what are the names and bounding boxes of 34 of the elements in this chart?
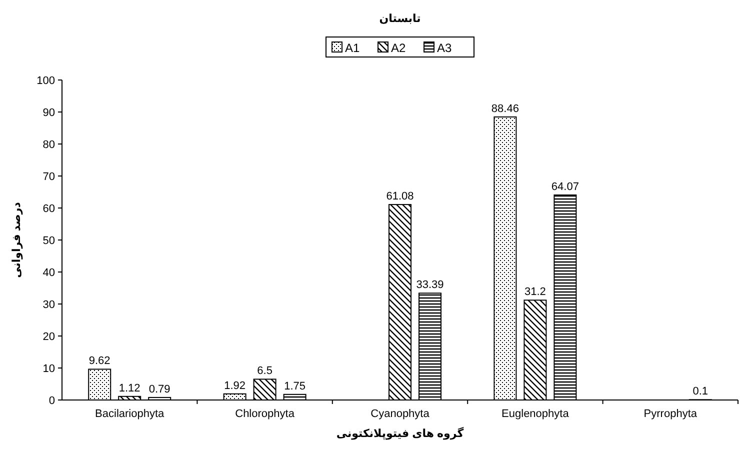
data-label: 61.08 — [386, 190, 414, 203]
y-tick-label: 30 — [42, 299, 55, 311]
y-tick-label: 10 — [42, 363, 55, 375]
y-tick-label: 50 — [42, 235, 55, 247]
legend-label: A2 — [391, 41, 406, 55]
x-tick-label: Cyanophyta — [370, 408, 430, 420]
data-label: 33.39 — [416, 279, 444, 292]
legend-label: A1 — [345, 41, 360, 55]
y-tick-label: 60 — [42, 203, 55, 215]
data-label: 31.2 — [524, 286, 546, 298]
y-tick-label: 80 — [42, 139, 55, 151]
x-tick-label: Chlorophyta — [235, 408, 296, 420]
y-tick-label: 100 — [36, 75, 55, 87]
data-label: 0.1 — [692, 386, 708, 398]
legend-label: A3 — [437, 41, 452, 55]
data-label: 6.5 — [257, 365, 272, 378]
y-tick-label: 0 — [48, 395, 55, 407]
data-label: 1.12 — [118, 382, 140, 394]
data-label: 0.79 — [148, 383, 170, 396]
y-tick-label: 90 — [42, 107, 55, 119]
x-tick-label: Euglenophyta — [502, 408, 570, 420]
y-tick-label: 40 — [42, 267, 55, 279]
chart-title: تابستان — [379, 13, 421, 25]
x-tick-label: Pyrrophyta — [644, 408, 698, 420]
data-label: 88.46 — [491, 102, 519, 115]
y-tick-label: 20 — [42, 331, 55, 343]
data-label: 9.62 — [88, 355, 110, 368]
y-tick-label: 70 — [42, 171, 55, 183]
x-axis-title: گروه های فیتوپلانکتونی — [336, 427, 464, 440]
x-tick-label: Bacilariophyta — [95, 408, 166, 420]
data-label: 1.92 — [224, 380, 246, 392]
data-label: 1.75 — [284, 380, 306, 392]
data-label: 64.07 — [551, 180, 579, 193]
y-axis-title: درصد فراوانی — [11, 202, 23, 278]
